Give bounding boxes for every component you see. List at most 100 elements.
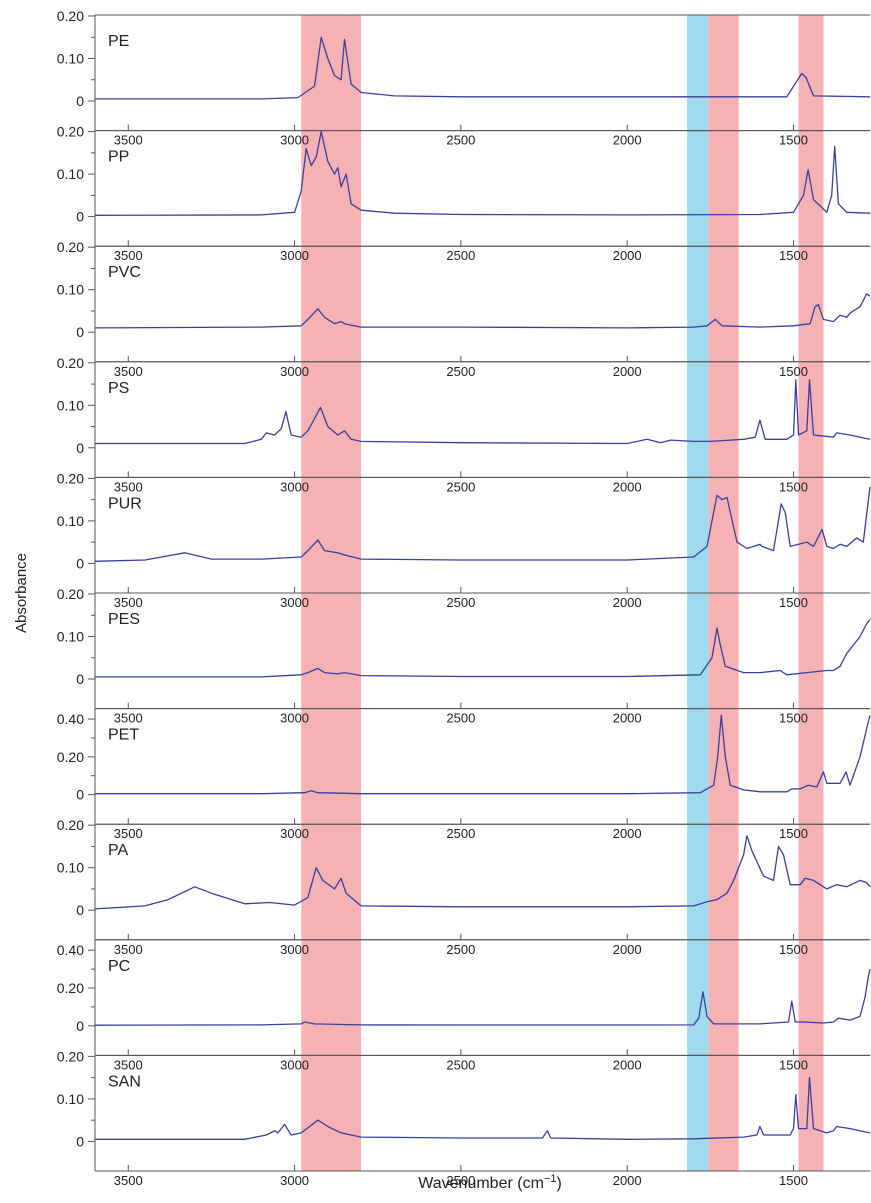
- y-tick-label: 0.10: [57, 629, 84, 645]
- y-tick-label: 0.10: [57, 51, 84, 67]
- y-tick-label: 0: [76, 209, 84, 225]
- x-tick-label: 1500: [779, 942, 808, 957]
- x-tick-label: 2000: [613, 248, 642, 263]
- y-tick-label: 0: [76, 1133, 84, 1149]
- x-tick-label: 2000: [613, 133, 642, 148]
- x-tick-label: 1500: [779, 248, 808, 263]
- x-tick-label: 2500: [446, 711, 475, 726]
- x-tick-label: 3000: [280, 826, 309, 841]
- x-tick-label: 1500: [779, 826, 808, 841]
- y-tick-label: 0.10: [57, 513, 84, 529]
- y-tick-label: 0.20: [57, 980, 84, 996]
- x-tick-label: 3000: [280, 133, 309, 148]
- x-tick-label: 3500: [114, 942, 143, 957]
- x-tick-label: 1500: [779, 479, 808, 494]
- x-tick-label: 3000: [280, 711, 309, 726]
- spectrum-line-pa: [94, 835, 871, 910]
- spectrum-line-san: [95, 1076, 871, 1140]
- panel-ps: 3500 3000 2500 2000 1500 0 0.10 0.20 PS: [57, 355, 871, 494]
- x-tick-label: 1500: [779, 595, 808, 610]
- series-label: PES: [108, 611, 140, 628]
- x-tick-label: 2500: [446, 1057, 475, 1072]
- x-tick-label: 2000: [613, 1057, 642, 1072]
- x-tick-label: 1500: [779, 1173, 808, 1188]
- x-tick-label: 3000: [280, 248, 309, 263]
- panel-san: 3500 3000 2500 2000 1500 0 0.10 0.20 SAN: [57, 1048, 871, 1188]
- x-tick-label: 1500: [779, 364, 808, 379]
- y-tick-label: 0.20: [57, 586, 84, 602]
- x-tick-label: 2000: [613, 595, 642, 610]
- series-label: PP: [108, 149, 129, 166]
- panel-pc: 3500 3000 2500 2000 1500 0 0.20 0.40 PC: [57, 939, 871, 1072]
- spectrum-line-pp: [94, 130, 871, 216]
- y-tick-label: 0.20: [57, 8, 84, 24]
- y-tick-label: 0.20: [57, 749, 84, 765]
- series-label: PE: [108, 33, 129, 50]
- x-tick-label: 3000: [280, 1057, 309, 1072]
- panel-pa: 3500 3000 2500 2000 1500 0 0.10 0.20 PA: [57, 817, 871, 957]
- x-tick-label: 3500: [114, 711, 143, 726]
- x-tick-label: 3500: [114, 1057, 143, 1072]
- x-tick-label: 2000: [613, 942, 642, 957]
- spectrum-line-pet: [95, 714, 871, 795]
- y-axis-label: Absorbance: [13, 553, 30, 633]
- y-tick-label: 0: [76, 902, 84, 918]
- spectrum-line-pc: [94, 968, 871, 1026]
- spectrum-line-pur: [94, 486, 871, 562]
- panel-pvc: 3500 3000 2500 2000 1500 0 0.10 0.20 PVC: [57, 239, 871, 379]
- panel-pet: 3500 3000 2500 2000 1500 0 0.20 0.40 PET: [57, 708, 871, 841]
- panel-pes: 3500 3000 2500 2000 1500 0 0.10 0.20 PES: [57, 586, 871, 726]
- x-tick-label: 3500: [114, 248, 143, 263]
- x-tick-label: 2000: [613, 479, 642, 494]
- y-tick-label: 0.10: [57, 1091, 84, 1107]
- spectrum-line-ps: [95, 379, 871, 445]
- x-tick-label: 3500: [114, 364, 143, 379]
- x-tick-label: 3500: [114, 826, 143, 841]
- x-tick-label: 3500: [114, 1173, 143, 1188]
- x-tick-label: 2000: [613, 826, 642, 841]
- x-tick-label: 3000: [280, 479, 309, 494]
- series-label: PS: [108, 380, 129, 397]
- y-tick-label: 0.20: [57, 817, 84, 833]
- x-tick-label: 1500: [779, 1057, 808, 1072]
- series-label: PUR: [108, 495, 142, 512]
- y-tick-label: 0: [76, 93, 84, 109]
- y-tick-label: 0.20: [57, 355, 84, 371]
- spectrum-line-pe: [95, 36, 871, 100]
- spectrum-line-pvc: [94, 293, 871, 329]
- y-tick-label: 0.40: [57, 711, 84, 727]
- x-tick-label: 3500: [114, 479, 143, 494]
- x-axis-label: Wavenumber (cm−1): [418, 1173, 562, 1192]
- x-tick-label: 2500: [446, 133, 475, 148]
- x-tick-label: 2500: [446, 942, 475, 957]
- spectrum-line-pes: [95, 619, 871, 678]
- x-tick-label: 3500: [114, 595, 143, 610]
- y-tick-label: 0: [76, 671, 84, 687]
- y-tick-label: 0.40: [57, 942, 84, 958]
- y-tick-label: 0.20: [57, 1048, 84, 1064]
- x-tick-label: 2000: [613, 364, 642, 379]
- series-label: PC: [108, 958, 130, 975]
- x-tick-label: 3000: [280, 595, 309, 610]
- y-tick-label: 0.10: [57, 282, 84, 298]
- x-tick-label: 2500: [446, 595, 475, 610]
- y-tick-label: 0: [76, 555, 84, 571]
- y-tick-label: 0: [76, 324, 84, 340]
- x-tick-label: 3000: [280, 942, 309, 957]
- panel-pe: 3500 3000 2500 2000 1500 0 0.10 0.20 PE: [57, 8, 871, 148]
- series-label: PVC: [108, 264, 141, 281]
- x-tick-label: 1500: [779, 133, 808, 148]
- y-tick-label: 0: [76, 787, 84, 803]
- y-tick-label: 0.20: [57, 239, 84, 255]
- series-label: SAN: [108, 1073, 141, 1090]
- x-tick-label: 2000: [613, 1173, 642, 1188]
- x-tick-label: 2500: [446, 1173, 475, 1188]
- y-tick-label: 0.20: [57, 124, 84, 140]
- x-tick-label: 2000: [613, 711, 642, 726]
- y-tick-label: 0.20: [57, 470, 84, 486]
- series-label: PET: [108, 727, 139, 744]
- x-tick-label: 2500: [446, 826, 475, 841]
- y-tick-label: 0: [76, 1018, 84, 1034]
